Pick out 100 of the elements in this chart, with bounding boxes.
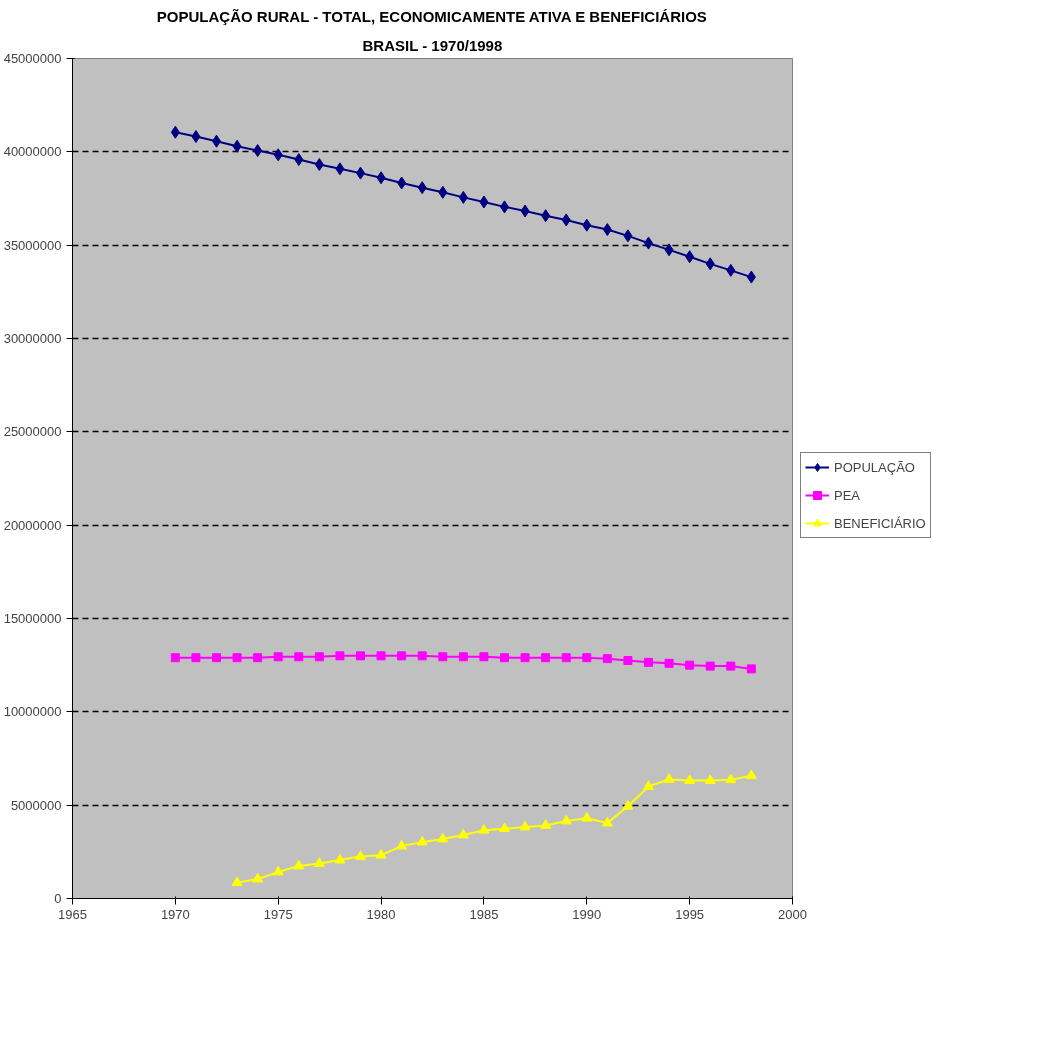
y-tick-label: 40000000 xyxy=(3,144,62,160)
point xyxy=(705,257,715,271)
point xyxy=(644,657,653,667)
legend-label: BENEFICIÁRIO xyxy=(834,515,926,531)
point xyxy=(726,661,736,671)
point xyxy=(622,800,634,810)
point xyxy=(500,653,509,663)
point xyxy=(520,204,530,218)
point xyxy=(438,652,448,662)
point xyxy=(335,162,345,176)
point xyxy=(663,773,675,783)
point xyxy=(540,819,552,829)
point xyxy=(170,653,180,663)
point xyxy=(541,209,551,223)
point xyxy=(479,652,489,662)
point xyxy=(581,811,593,822)
y-tick-label: 5000000 xyxy=(10,797,62,813)
point xyxy=(746,270,756,284)
point xyxy=(252,872,264,883)
point xyxy=(272,865,284,876)
point xyxy=(376,171,386,185)
point xyxy=(417,651,427,661)
point xyxy=(313,857,325,867)
point xyxy=(745,769,757,780)
x-tick-label: 1980 xyxy=(366,906,396,922)
point xyxy=(705,661,715,671)
point xyxy=(520,653,530,663)
point xyxy=(253,144,263,158)
point xyxy=(416,835,428,846)
x-tick-label: 1995 xyxy=(675,906,705,922)
point xyxy=(335,651,345,661)
point xyxy=(685,660,695,670)
chart-title: POPULAÇÃO RURAL - TOTAL, ECONOMICAMENTE ATIVA E BENEFICIÁRIOS xyxy=(156,7,707,25)
point xyxy=(314,652,324,662)
y-tick-label: 30000000 xyxy=(3,331,62,346)
point xyxy=(725,773,737,784)
point xyxy=(684,774,696,784)
x-tick-label: 1970 xyxy=(160,906,190,922)
point xyxy=(561,653,571,663)
point xyxy=(602,654,612,664)
point xyxy=(582,218,592,232)
point xyxy=(294,152,304,166)
point xyxy=(376,651,386,661)
point xyxy=(561,213,571,227)
point xyxy=(355,850,366,860)
point xyxy=(664,243,674,257)
legend-label: PEA xyxy=(834,487,861,503)
point xyxy=(726,263,736,277)
point xyxy=(437,832,449,843)
point xyxy=(334,853,346,864)
point xyxy=(314,158,324,172)
x-tick-label: 1985 xyxy=(469,906,499,922)
point xyxy=(623,656,633,665)
point xyxy=(478,823,490,834)
x-tick-label: 1975 xyxy=(263,906,293,922)
point xyxy=(458,652,468,662)
point xyxy=(457,828,469,839)
point xyxy=(438,185,448,199)
point xyxy=(479,195,489,209)
point xyxy=(623,229,633,243)
point xyxy=(293,859,305,870)
point xyxy=(458,190,468,204)
point xyxy=(170,125,180,139)
point xyxy=(191,653,201,663)
point xyxy=(356,651,365,661)
point xyxy=(664,658,674,668)
legend-label: POPULAÇÃO xyxy=(834,459,915,475)
x-tick-label: 2000 xyxy=(778,906,807,922)
point xyxy=(541,653,551,663)
point xyxy=(519,820,531,831)
point xyxy=(397,176,407,190)
point xyxy=(499,822,510,833)
x-tick-label: 1990 xyxy=(572,906,602,922)
point xyxy=(417,181,427,195)
point xyxy=(602,222,612,236)
y-tick-label: 15000000 xyxy=(3,611,62,626)
y-tick-label: 35000000 xyxy=(3,237,62,253)
point xyxy=(643,780,654,790)
point xyxy=(232,139,242,153)
point xyxy=(231,876,243,887)
y-tick-label: 0 xyxy=(54,891,62,906)
chart-subtitle: BRASIL - 1970/1998 xyxy=(362,36,503,54)
point xyxy=(582,653,592,663)
y-tick-label: 20000000 xyxy=(3,517,62,533)
y-tick-label: 45000000 xyxy=(3,51,62,66)
point xyxy=(601,816,613,827)
point xyxy=(191,130,201,144)
y-tick-label: 10000000 xyxy=(3,704,62,720)
point xyxy=(685,250,695,264)
point xyxy=(212,653,221,663)
point xyxy=(253,653,263,663)
point xyxy=(294,652,304,662)
x-tick-label: 1965 xyxy=(58,906,87,922)
point xyxy=(273,652,283,662)
point xyxy=(397,651,407,661)
point xyxy=(746,664,756,674)
point xyxy=(273,148,283,162)
point xyxy=(396,839,408,850)
point xyxy=(704,774,716,784)
point xyxy=(375,848,387,859)
